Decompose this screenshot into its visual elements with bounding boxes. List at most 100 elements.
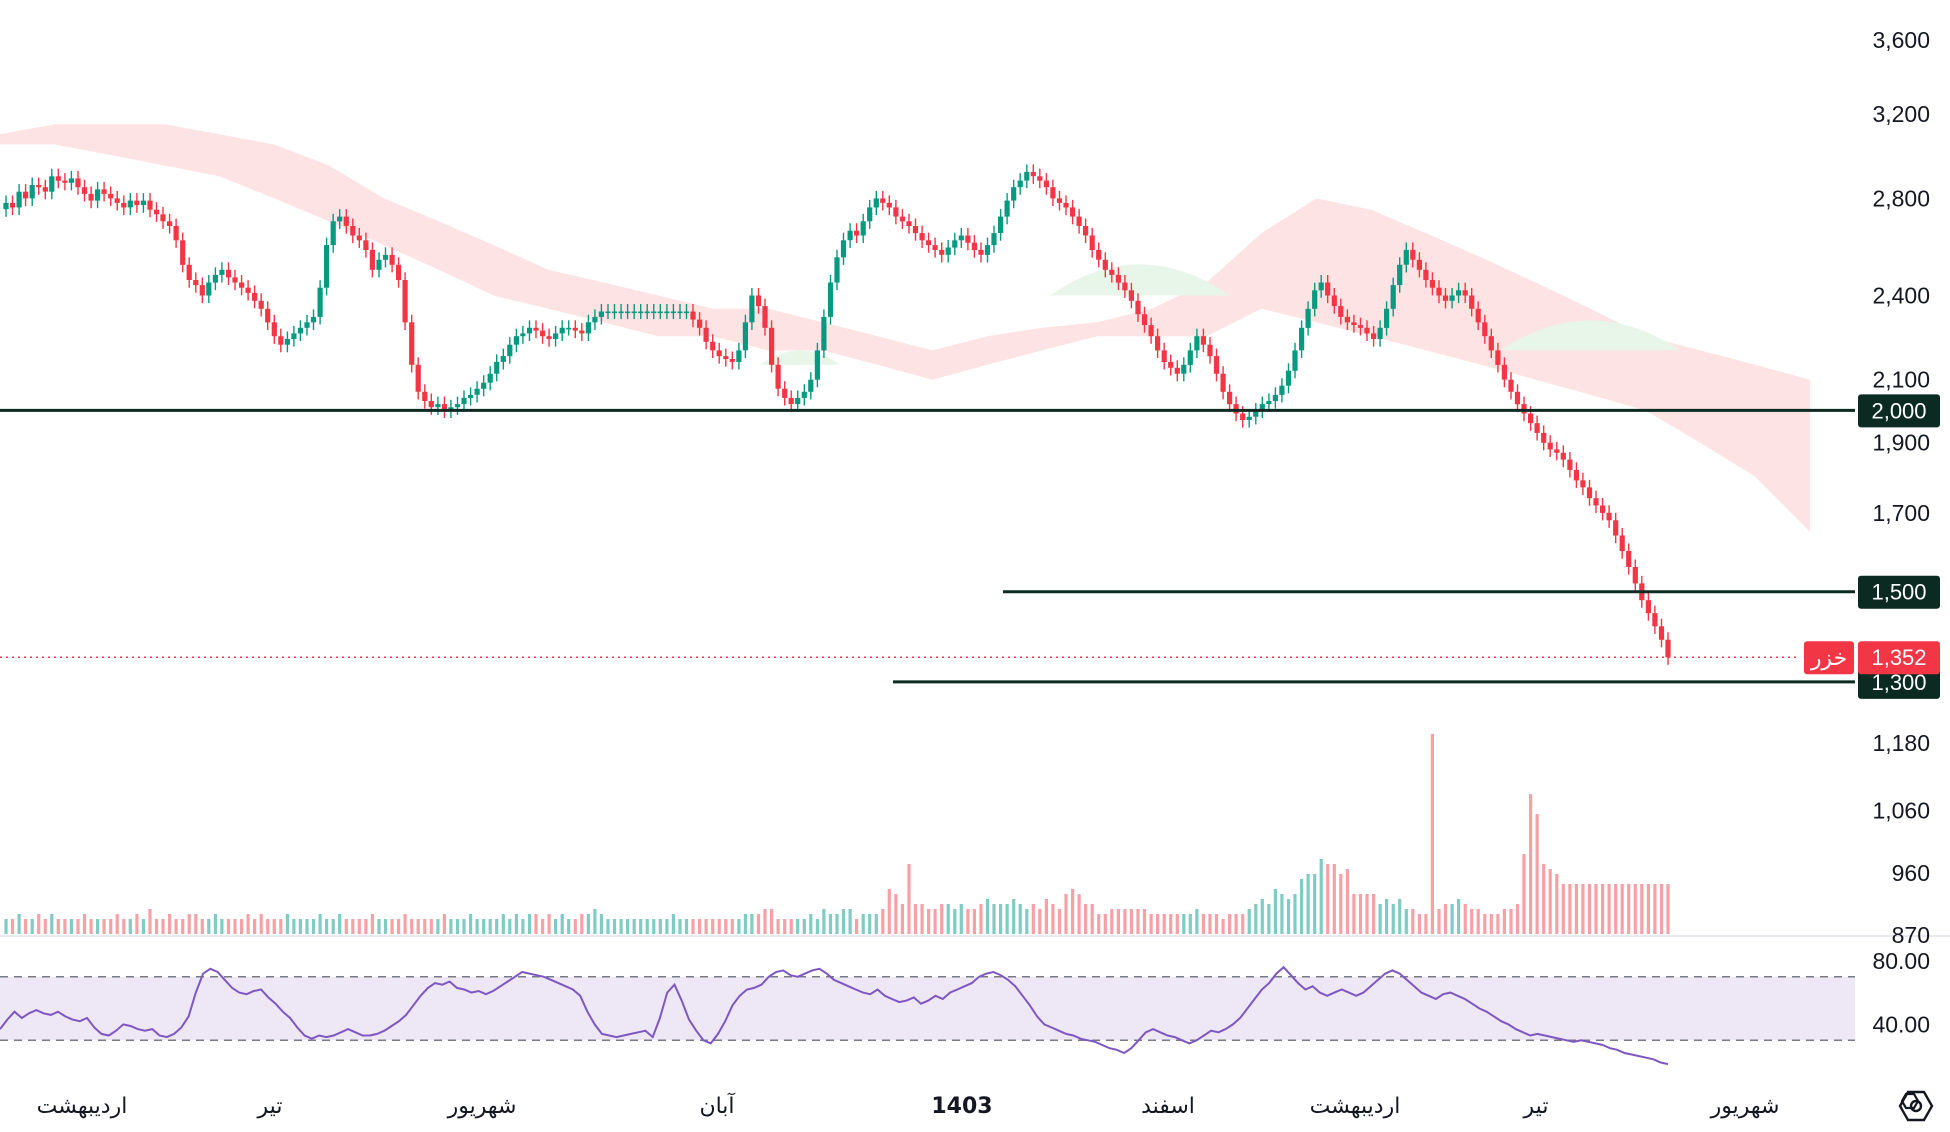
candle-body <box>971 242 977 250</box>
volume-bar <box>1607 884 1611 934</box>
volume-bar <box>1005 904 1009 934</box>
volume-bar <box>1195 909 1199 934</box>
volume-bar <box>1280 894 1284 934</box>
candle-body <box>1246 416 1252 420</box>
price-tick-label: 960 <box>1892 860 1930 886</box>
candle-body <box>1626 551 1632 567</box>
candle-body <box>101 189 107 194</box>
volume-bar <box>959 904 963 934</box>
candle-body <box>1384 308 1390 328</box>
settings-icon[interactable] <box>1898 1090 1934 1122</box>
volume-bar <box>377 919 381 934</box>
candle-body <box>513 336 519 345</box>
time-axis: اردیبهشت تیر شهریور آبان 1403 اسفند اردیبهشت تی… <box>37 1092 1780 1119</box>
volume-bar <box>665 919 669 934</box>
candle-body <box>1338 306 1344 317</box>
candle-body <box>1194 336 1200 351</box>
candle-body <box>1521 404 1527 414</box>
volume-bar <box>1116 909 1120 934</box>
candle-body <box>808 379 814 392</box>
volume-bar <box>266 919 270 934</box>
volume-bar <box>475 919 479 934</box>
volume-bar <box>1542 864 1546 934</box>
volume-bar <box>462 919 466 934</box>
volume-bar <box>1522 854 1526 934</box>
volume-bar <box>285 914 289 934</box>
candle-body <box>304 322 310 328</box>
price-tick-label: 1,900 <box>1872 430 1930 456</box>
candle-body <box>62 180 68 183</box>
candle-body <box>886 202 892 208</box>
volume-bar <box>1051 904 1055 934</box>
candle-body <box>1063 202 1069 208</box>
volume-bar <box>527 914 532 934</box>
price-tick-label: 2,100 <box>1872 367 1930 393</box>
volume-bar <box>1561 884 1565 934</box>
price-tick-label: 1,180 <box>1872 730 1930 756</box>
volume-bar <box>841 909 846 934</box>
candle-body <box>1482 322 1488 337</box>
volume-bar <box>855 919 859 934</box>
volume-bar <box>423 919 427 934</box>
volume-bar <box>1509 909 1513 934</box>
candle-body <box>703 327 709 342</box>
candle-body <box>219 269 225 275</box>
volume-bar <box>966 909 970 934</box>
candle-body <box>29 185 35 199</box>
volume-bar <box>541 919 545 934</box>
volume-bar <box>1352 894 1356 934</box>
volume-bar <box>828 914 833 934</box>
candle-body <box>1357 325 1364 328</box>
volume-bar <box>776 919 780 934</box>
volume-bar <box>213 914 217 934</box>
volume-bar <box>658 919 662 934</box>
volume-histogram <box>4 734 1670 934</box>
volume-bar <box>1175 914 1179 934</box>
time-tick-label: شهریور <box>1710 1094 1780 1119</box>
candle-body <box>193 280 199 286</box>
volume-bar <box>907 864 911 934</box>
volume-bar <box>534 914 538 934</box>
volume-bar <box>1293 894 1297 934</box>
level-tag: 2,000 <box>1871 398 1926 423</box>
volume-bar <box>1574 884 1578 934</box>
candle-body <box>827 282 834 317</box>
volume-bar <box>4 919 8 934</box>
volume-bar <box>508 919 512 934</box>
volume-bar <box>1476 909 1480 934</box>
candle-body <box>683 311 690 314</box>
volume-bar <box>1614 884 1618 934</box>
candle-body <box>598 311 604 317</box>
candle-body <box>1573 469 1579 481</box>
candle-body <box>926 240 932 246</box>
volume-bar <box>1149 914 1153 934</box>
candle-body <box>134 200 140 206</box>
volume-bar <box>1515 904 1520 934</box>
volume-bar <box>1417 914 1421 934</box>
volume-bar <box>194 914 198 934</box>
candle-body <box>854 230 860 236</box>
candle-body <box>291 333 297 339</box>
volume-bar <box>109 919 113 934</box>
candle-body <box>1580 480 1586 488</box>
volume-bar <box>318 914 322 934</box>
candle-body <box>952 240 958 248</box>
volume-bar <box>37 914 41 934</box>
candle-body <box>1155 336 1161 351</box>
candle-body <box>1017 180 1023 188</box>
candle-body <box>1495 350 1501 365</box>
volume-bar <box>1057 909 1062 934</box>
candle-body <box>592 316 598 323</box>
candle-body <box>1141 314 1148 326</box>
candle-body <box>140 200 146 206</box>
candle-body <box>520 333 526 337</box>
volume-bar <box>246 914 250 934</box>
candle-body <box>81 187 88 194</box>
candle-body <box>1043 180 1049 188</box>
volume-bar <box>1646 884 1650 934</box>
volume-bar <box>1483 914 1487 934</box>
volume-bar <box>1653 884 1657 934</box>
candle-body <box>389 254 395 265</box>
volume-bar <box>436 919 440 934</box>
